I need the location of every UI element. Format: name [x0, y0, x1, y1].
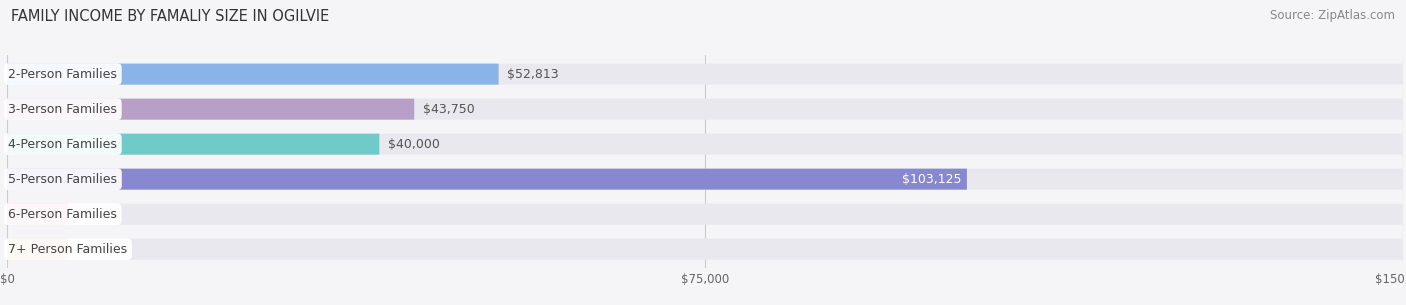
Text: $52,813: $52,813	[508, 68, 558, 81]
Text: $0: $0	[76, 208, 91, 221]
Text: Source: ZipAtlas.com: Source: ZipAtlas.com	[1270, 9, 1395, 22]
FancyBboxPatch shape	[7, 134, 380, 155]
Text: FAMILY INCOME BY FAMALIY SIZE IN OGILVIE: FAMILY INCOME BY FAMALIY SIZE IN OGILVIE	[11, 9, 329, 24]
FancyBboxPatch shape	[7, 239, 1403, 260]
Text: 3-Person Families: 3-Person Families	[8, 103, 117, 116]
Text: $0: $0	[76, 243, 91, 256]
FancyBboxPatch shape	[7, 204, 67, 225]
Text: 6-Person Families: 6-Person Families	[8, 208, 117, 221]
Text: 7+ Person Families: 7+ Person Families	[8, 243, 128, 256]
FancyBboxPatch shape	[7, 99, 415, 120]
FancyBboxPatch shape	[7, 204, 1403, 225]
FancyBboxPatch shape	[7, 64, 1403, 85]
FancyBboxPatch shape	[7, 239, 67, 260]
FancyBboxPatch shape	[7, 99, 1403, 120]
FancyBboxPatch shape	[7, 169, 1403, 190]
FancyBboxPatch shape	[7, 64, 499, 85]
Text: $103,125: $103,125	[901, 173, 962, 186]
Text: 2-Person Families: 2-Person Families	[8, 68, 117, 81]
FancyBboxPatch shape	[7, 169, 967, 190]
Text: $40,000: $40,000	[388, 138, 440, 151]
FancyBboxPatch shape	[7, 134, 1403, 155]
Text: $43,750: $43,750	[423, 103, 474, 116]
Text: 4-Person Families: 4-Person Families	[8, 138, 117, 151]
Text: 5-Person Families: 5-Person Families	[8, 173, 118, 186]
